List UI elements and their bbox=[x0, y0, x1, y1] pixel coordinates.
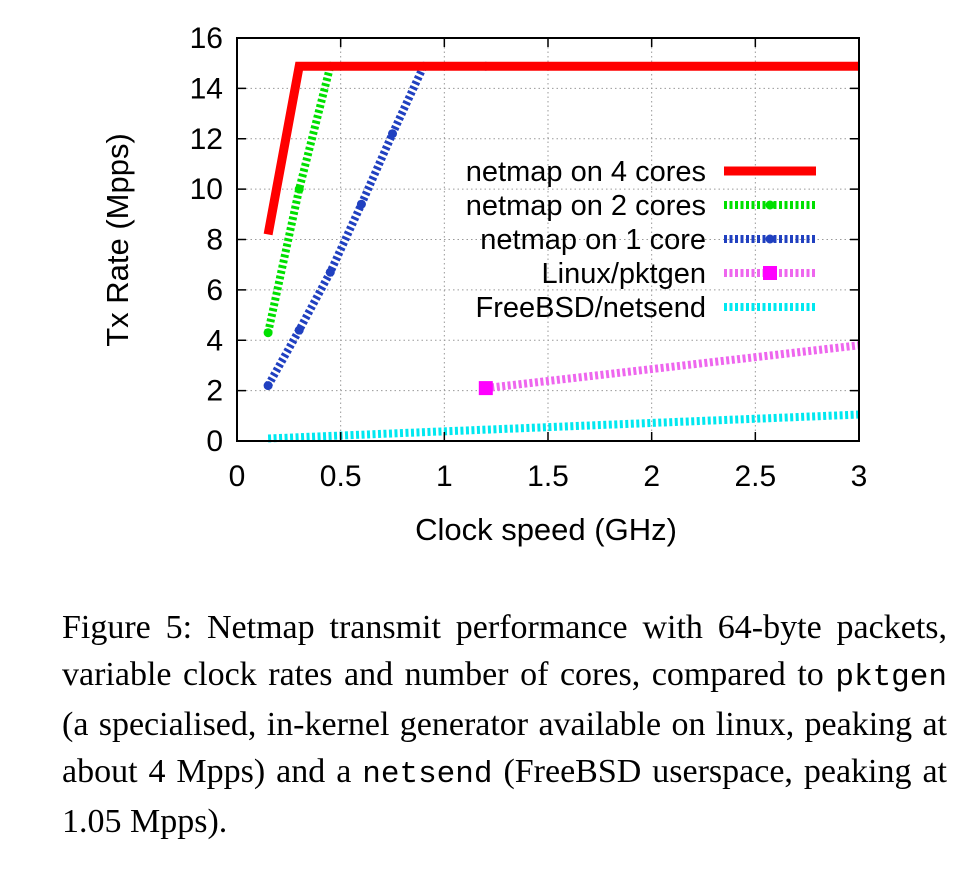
y-tick-label: 6 bbox=[206, 274, 223, 307]
x-axis-label: Clock speed (GHz) bbox=[415, 512, 677, 547]
series-2-point bbox=[356, 199, 366, 209]
caption-text-1: Figure 5: Netmap transmit performance wi… bbox=[62, 609, 947, 693]
legend-item-2: netmap on 1 core bbox=[480, 224, 816, 256]
y-tick-label: 0 bbox=[206, 425, 223, 458]
x-tick-label: 3 bbox=[851, 460, 868, 493]
y-tick-label: 10 bbox=[190, 173, 223, 206]
x-tick-label: 1.5 bbox=[527, 460, 569, 493]
grid bbox=[237, 38, 859, 441]
y-tick-label: 16 bbox=[190, 22, 223, 55]
legend-marker bbox=[765, 200, 775, 210]
series-0-line bbox=[263, 61, 859, 236]
tick-labels: 0 2 4 6 8 10 12 14 16 0 0.5 1 1.5 2 2.5 3 bbox=[190, 22, 868, 493]
series-2-point bbox=[388, 129, 397, 139]
y-tick-label: 8 bbox=[206, 224, 223, 257]
y-axis-label: Tx Rate (Mpps) bbox=[100, 133, 135, 347]
series-4-line bbox=[267, 410, 860, 443]
series-4 bbox=[267, 410, 860, 443]
x-tick-label: 2 bbox=[643, 460, 660, 493]
legend-item-1: netmap on 2 cores bbox=[466, 190, 816, 222]
legend-item-0: netmap on 4 cores bbox=[466, 156, 816, 188]
legend-marker bbox=[765, 234, 775, 244]
legend-label: netmap on 2 cores bbox=[466, 190, 706, 222]
x-tick-label: 1 bbox=[436, 460, 453, 493]
caption-code-pktgen: pktgen bbox=[835, 660, 947, 695]
y-tick-label: 2 bbox=[206, 375, 223, 408]
chart: 0 2 4 6 8 10 12 14 16 0 0.5 1 1.5 2 2.5 3 Clock speed (… bbox=[100, 22, 868, 547]
x-tick-label: 2.5 bbox=[734, 460, 776, 493]
x-tick-label: 0.5 bbox=[320, 460, 362, 493]
series-1-point bbox=[263, 328, 273, 338]
series-layer bbox=[263, 61, 860, 443]
caption-code-netsend: netsend bbox=[362, 757, 493, 792]
figure-caption: Figure 5: Netmap transmit performance wi… bbox=[62, 604, 947, 845]
ticks bbox=[236, 37, 860, 442]
legend-label: netmap on 4 cores bbox=[466, 156, 706, 188]
caption-text-2: (a specialised, in-kernel generator avai… bbox=[62, 706, 947, 790]
series-1-point bbox=[294, 184, 304, 194]
legend-item-3: Linux/pktgen bbox=[542, 258, 816, 290]
series-2-point bbox=[325, 267, 335, 277]
legend-label: Linux/pktgen bbox=[542, 258, 706, 290]
legend-item-4: FreeBSD/netsend bbox=[475, 292, 816, 324]
x-tick-label: 0 bbox=[229, 460, 246, 493]
y-tick-label: 14 bbox=[190, 72, 223, 105]
series-3 bbox=[478, 341, 860, 396]
caption-text-3: (FreeBSD userspace, peaking at 1.05 Mpps… bbox=[62, 753, 947, 840]
series-2-point bbox=[294, 325, 304, 335]
legend-label: FreeBSD/netsend bbox=[475, 292, 706, 324]
series-3-line bbox=[485, 341, 860, 393]
legend-label: netmap on 1 core bbox=[480, 224, 706, 256]
series-0 bbox=[263, 61, 859, 236]
series-3-point bbox=[478, 381, 493, 396]
series-1-line bbox=[264, 62, 859, 334]
series-2-point bbox=[263, 381, 273, 391]
y-tick-label: 12 bbox=[190, 123, 223, 156]
legend-marker bbox=[763, 266, 777, 280]
y-tick-label: 4 bbox=[206, 324, 223, 357]
